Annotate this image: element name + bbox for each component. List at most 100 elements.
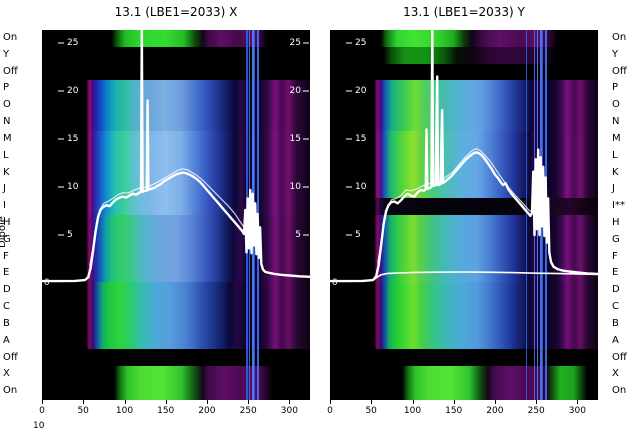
dipole-row-label-right: P [612,82,619,94]
dipole-row-label-right: D [612,284,620,296]
dipole-row-label-right: E [612,267,619,279]
dipole-row-label-left: A [3,334,10,346]
dipole-row-label-left: Y [3,48,10,60]
dipole-row-label-right: On [612,32,627,43]
x-tick-mark [206,400,208,404]
x-tick-label: 300 [568,406,586,416]
dipole-row-label-left: On [3,32,18,43]
heatmap-row [42,214,310,232]
x-tick-label: 100 [403,406,422,416]
heatmap-row [330,80,598,98]
x-tick-mark [412,400,414,404]
dipole-row-label-right: F [612,250,618,262]
heatmap-row [42,147,310,165]
heatmap-row [42,231,310,249]
dipole-row-label-left: G [3,233,11,245]
heatmap-row [330,315,598,333]
heatmap-row [330,114,598,131]
heatmap-row [42,366,310,384]
heatmap-row [42,30,310,47]
dipole-row-label-right: G [612,233,620,245]
heatmap-row [42,164,310,182]
heatmap-row [330,181,598,199]
y-tick-label: 15 [289,134,301,144]
dipole-row-label-left: D [3,284,11,296]
dipole-row-label-right: Y [612,48,619,60]
heatmap-panel-right: 25 20 15 10 5 0 [330,30,598,400]
x-tick-mark [536,400,538,404]
heatmap-row [330,299,598,316]
y-tick-mark [346,234,352,236]
dipole-row-label-right: Off [612,65,627,77]
x-tick-label: 150 [157,406,175,416]
y-tick-mark [303,42,309,44]
x-tick-label: 200 [198,406,216,416]
dipole-row-label-right: I** [612,200,625,212]
beam-line-marker [526,30,528,400]
y-tick-mark [58,234,64,236]
x-tick-mark [83,400,85,404]
heatmap-row [330,383,598,400]
chart-title-right: 13.1 (LBE1=2033) Y [403,5,525,19]
heatmap-row [330,97,598,115]
zero-tick-label: 0 [44,278,50,288]
dipole-row-label-right: Off [612,351,627,363]
dipole-row-label-left: L [3,149,9,161]
heatmap-row [42,97,310,115]
heatmap-row [42,130,310,148]
y-tick-label: 10 [67,182,79,192]
heatmap-row [330,332,598,350]
signal-trace [330,30,598,283]
y-tick-mark [58,90,64,92]
x-tick-mark [494,400,496,404]
y-tick-label: 25 [355,38,367,48]
y-tick-label: 20 [355,86,367,96]
heatmap-row [42,114,310,131]
dipole-row-label-left: Off [3,65,18,77]
heatmap-row [330,282,598,299]
x-tick-label: 50 [365,406,377,416]
x-tick-mark [289,400,291,404]
y-tick-mark [303,90,309,92]
x-tick-label: 250 [239,406,257,416]
heatmap-row [330,147,598,165]
heatmap-row [42,282,310,299]
heatmap-row [330,231,598,249]
y-tick-label: 10 [289,182,301,192]
x-tick-label: 50 [77,406,89,416]
dipole-row-label-left: M [3,132,12,144]
x-tick-label: 150 [445,406,463,416]
x-tick-label: 200 [486,406,504,416]
heatmap-row [42,63,310,81]
heatmap-row [330,30,598,47]
dipole-row-label-right: L [612,149,618,161]
y-tick-mark [303,186,309,188]
y-tick-label: 15 [355,134,367,144]
heatmap-row [42,248,310,266]
heatmap-row [42,46,310,64]
dipole-row-label-left: X [3,368,10,380]
dipole-row-label-left: On [3,385,18,397]
dipole-row-label-right: C [612,301,619,313]
dipole-row-label-left: J [3,183,6,195]
y-tick-label: 25 [289,38,301,48]
dipole-row-label-right: B [612,317,619,329]
dipole-row-label-left: H [3,217,11,228]
y-tick-label: 20 [289,86,301,96]
y-tick-mark [346,138,352,140]
heatmap-row [42,80,310,98]
dipole-row-label-left: E [3,267,10,279]
x-tick-mark [330,400,331,404]
dipole-row-label-left: F [3,250,9,262]
heatmap-row [330,164,598,182]
heatmap-row [42,315,310,333]
chart-title-left: 13.1 (LBE1=2033) X [114,5,238,19]
dipole-row-label-right: O [612,99,620,111]
y-tick-mark [58,138,64,140]
heatmap-rows-right [330,30,598,400]
heatmap-row [42,383,310,400]
dipole-row-label-right: On [612,385,627,397]
x-tick-mark [577,400,579,404]
y-tick-label: 10 [355,182,367,192]
heatmap-row [42,181,310,199]
